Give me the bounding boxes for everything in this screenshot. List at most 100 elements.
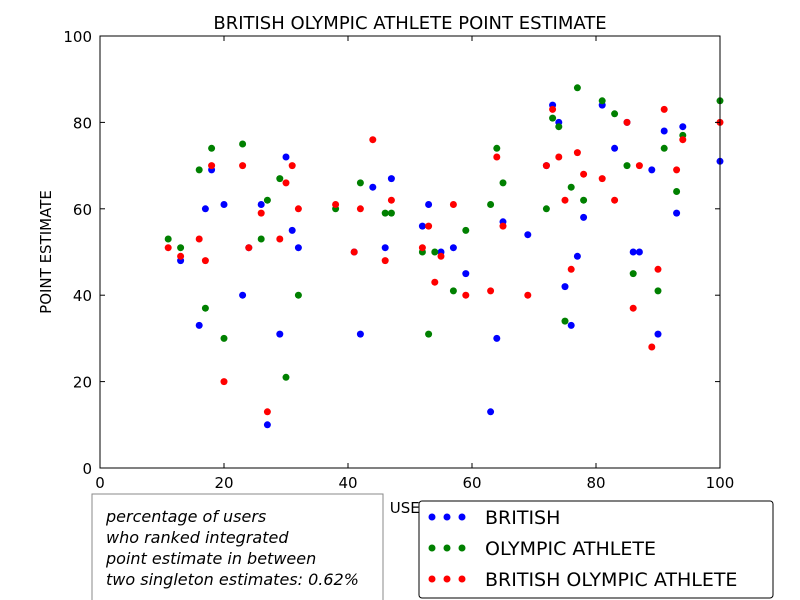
point-series-1	[524, 231, 532, 239]
point-series-1	[425, 201, 433, 208]
point-series-2	[263, 196, 271, 204]
point-series-2	[201, 304, 209, 312]
point-series-2	[387, 209, 395, 217]
point-series-1	[660, 127, 668, 135]
point-series-3	[629, 304, 637, 312]
legend: BRITISH OLYMPIC ATHLETE BRITISH OLYMPIC …	[418, 500, 774, 599]
point-series-1	[220, 201, 228, 208]
annotation-line-4: two singleton estimates: 0.62%	[106, 570, 359, 589]
point-series-2	[425, 330, 433, 338]
point-series-2	[257, 235, 265, 243]
point-series-2	[654, 287, 662, 295]
point-series-1	[239, 291, 247, 299]
point-series-2	[220, 334, 228, 342]
point-series-3	[499, 222, 507, 230]
y-tick-label: 100	[63, 28, 92, 46]
point-series-1	[635, 248, 643, 256]
point-series-3	[542, 162, 550, 170]
point-series-1	[493, 334, 501, 342]
y-tick-label: 80	[73, 114, 92, 132]
point-series-3	[567, 265, 575, 273]
point-series-3	[437, 252, 445, 260]
point-series-1	[611, 144, 619, 152]
point-series-3	[623, 118, 631, 126]
point-series-2	[573, 84, 581, 92]
point-series-3	[195, 235, 203, 243]
point-series-1	[648, 166, 656, 174]
point-series-2	[239, 140, 247, 148]
legend-item-british-olympic-athlete: BRITISH OLYMPIC ATHLETE	[428, 569, 737, 591]
point-series-1	[257, 201, 265, 208]
chart-title: BRITISH OLYMPIC ATHLETE POINT ESTIMATE	[213, 13, 606, 34]
point-series-3	[425, 222, 433, 230]
point-series-3	[418, 244, 426, 252]
point-series-3	[598, 175, 606, 183]
point-series-2	[567, 183, 575, 191]
point-series-2	[431, 248, 439, 256]
point-series-3	[381, 257, 389, 265]
legend-marker	[443, 544, 451, 552]
point-series-3	[561, 196, 569, 204]
point-series-1	[418, 222, 426, 230]
legend-marker	[443, 575, 451, 583]
point-series-2	[462, 226, 470, 234]
point-series-3	[356, 205, 364, 213]
annotation-box: percentage of users who ranked integrate…	[91, 493, 384, 600]
point-series-3	[449, 201, 457, 208]
point-series-2	[555, 123, 563, 131]
ticks-layer: 0 20 40 60 80 100 0 20 40 60 80 100	[63, 28, 734, 492]
point-series-2	[195, 166, 203, 174]
point-series-3	[462, 291, 470, 299]
point-series-3	[611, 196, 619, 204]
point-series-2	[356, 179, 364, 187]
point-series-1	[580, 213, 588, 221]
point-series-2	[673, 188, 681, 195]
point-series-2	[623, 162, 631, 170]
point-series-2	[660, 144, 668, 152]
point-series-3	[573, 149, 581, 157]
point-series-3	[164, 244, 172, 252]
point-series-1	[673, 209, 681, 217]
annotation-frame	[91, 493, 384, 600]
legend-marker	[428, 513, 436, 521]
legend-item-olympic-athlete: OLYMPIC ATHLETE	[428, 538, 656, 560]
point-series-1	[654, 330, 662, 338]
point-series-1	[462, 270, 470, 278]
point-series-2	[164, 235, 172, 243]
point-series-1	[201, 205, 209, 213]
point-series-1	[387, 175, 395, 183]
point-series-2	[208, 144, 216, 152]
point-series-1	[356, 330, 364, 338]
point-series-1	[487, 408, 495, 416]
point-series-1	[282, 153, 290, 161]
point-series-3	[673, 166, 681, 174]
point-series-2	[276, 175, 284, 183]
point-series-2	[499, 179, 507, 187]
point-series-2	[611, 110, 619, 118]
x-tick-label: 0	[95, 474, 105, 492]
legend-item-british: BRITISH	[428, 507, 560, 529]
point-series-1	[369, 183, 377, 191]
legend-frame	[418, 500, 774, 599]
point-series-2	[561, 317, 569, 325]
point-series-2	[177, 244, 185, 252]
point-series-3	[177, 252, 185, 260]
point-series-3	[654, 265, 662, 273]
y-tick-label: 0	[82, 460, 92, 478]
point-series-3	[350, 248, 358, 256]
point-series-1	[263, 421, 271, 429]
point-series-3	[580, 170, 588, 178]
point-series-3	[493, 153, 501, 161]
point-series-3	[555, 153, 563, 161]
point-series-3	[263, 408, 271, 416]
y-tick-label: 60	[73, 201, 92, 219]
legend-label-british: BRITISH	[485, 507, 560, 529]
y-tick-label: 20	[73, 374, 92, 392]
point-series-2	[294, 291, 302, 299]
point-series-2	[580, 196, 588, 204]
point-series-1	[294, 244, 302, 252]
annotation-line-2: who ranked integrated	[106, 528, 289, 547]
x-tick-label: 20	[214, 474, 233, 492]
point-series-3	[487, 287, 495, 295]
